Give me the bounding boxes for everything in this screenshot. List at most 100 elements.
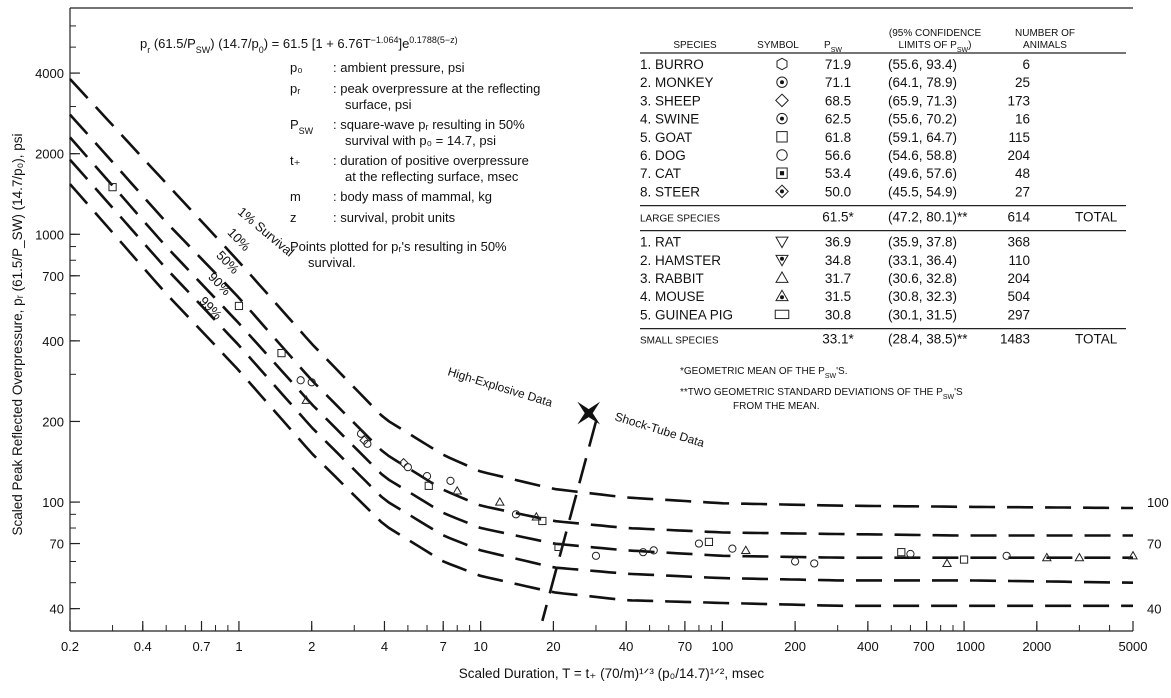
survival-curve-2 — [69, 113, 1133, 537]
symbol-shape — [638, 548, 648, 557]
table-group-ci: (28.4, 38.5)** — [888, 332, 968, 347]
y-tick-label: 70 — [50, 537, 64, 552]
symbol-shape — [897, 548, 906, 557]
data-point — [422, 472, 432, 481]
symbol-shape — [531, 511, 542, 521]
symbol-shape — [363, 439, 372, 448]
symbol-shape — [810, 559, 819, 568]
symbol-shape — [704, 537, 714, 546]
definition-text: : ambient pressure, psi — [333, 60, 465, 75]
symbol-shape — [1074, 552, 1085, 562]
table-count: 110 — [1008, 253, 1030, 268]
data-point — [296, 376, 305, 385]
symbol-shape — [1041, 552, 1052, 562]
definition-symbol: z — [290, 210, 297, 225]
table-species-name: 3. RABBIT — [640, 271, 704, 286]
table-group-name: LARGE SPECIES — [640, 214, 720, 225]
data-point — [554, 542, 563, 552]
symbol-shape — [403, 463, 412, 472]
x-axis-title: Scaled Duration, T = t₊ (70/m)¹ᐟ³ (p₀/14… — [459, 666, 765, 681]
definition-text: : peak overpressure at the reflecting — [333, 81, 540, 96]
symbol-shape — [1127, 550, 1139, 560]
x-tick-label: 5000 — [1119, 639, 1148, 654]
plot-note: survival. — [308, 255, 356, 270]
table-species-name: 4. SWINE — [640, 112, 699, 127]
definition-symbol: t₊ — [290, 153, 300, 168]
symbol-shape — [941, 558, 953, 567]
data-point — [398, 457, 409, 468]
table-ci: (30.8, 32.3) — [888, 289, 957, 304]
symbol-shape — [649, 546, 658, 555]
y-tick-label: 4000 — [35, 66, 64, 81]
data-point — [591, 551, 601, 560]
table-ci: (45.5, 54.9) — [888, 184, 957, 199]
data-point — [1002, 551, 1011, 560]
data-point — [897, 548, 906, 557]
data-point — [704, 537, 714, 546]
symbol-dot — [780, 256, 784, 261]
definition-text: : square-wave pᵣ resulting in 50% — [333, 117, 525, 132]
data-point — [234, 301, 244, 311]
symbol-shape — [776, 112, 788, 125]
definition-text: : survival, probit units — [333, 210, 456, 225]
table-group-name: SMALL SPECIES — [640, 336, 719, 347]
y-axis-title: Scaled Peak Reflected Overpressure, pᵣ (… — [10, 133, 25, 535]
table-header-ci-2: LIMITS OF PSW) — [899, 40, 972, 54]
data-point — [791, 557, 800, 566]
symbol-shape — [1002, 551, 1011, 560]
table-symbol — [776, 131, 788, 143]
table-footnote-2: **TWO GEOMETRIC STANDARD DEVIATIONS OF T… — [680, 387, 963, 401]
y-tick-label: 700 — [42, 269, 64, 284]
y-tick-label: 40 — [50, 602, 64, 617]
table-count: 6 — [1022, 57, 1030, 72]
table-species-name: 8. STEER — [640, 184, 700, 199]
symbol-shape — [554, 542, 563, 552]
table-psw: 30.8 — [825, 307, 851, 322]
symbol-shape — [775, 93, 789, 108]
y-tick-label: 1000 — [35, 227, 64, 242]
data-point — [356, 429, 366, 438]
he-st-divider — [541, 421, 598, 622]
data-point — [108, 183, 117, 192]
data-point — [446, 476, 455, 485]
table-ci: (35.9, 37.8) — [888, 235, 957, 250]
table-ci: (30.1, 31.5) — [888, 307, 957, 322]
symbol-shape — [906, 549, 915, 559]
table-symbol — [775, 184, 789, 199]
table-ci: (54.6, 58.8) — [888, 148, 957, 163]
symbol-shape — [234, 301, 244, 311]
symbol-shape — [494, 496, 505, 506]
symbol-shape — [356, 429, 366, 438]
data-point — [649, 546, 658, 555]
definition-text: : duration of positive overpressure — [333, 153, 529, 168]
x-tick-label: 100 — [712, 639, 734, 654]
y-tick-label: 2000 — [35, 147, 64, 162]
data-point — [538, 516, 547, 526]
annotation-shock-tube: Shock-Tube Data — [613, 409, 706, 450]
symbol-shape — [775, 254, 789, 267]
table-psw: 61.8 — [825, 130, 851, 145]
symbol-shape — [422, 472, 432, 481]
table-count: 173 — [1007, 93, 1030, 108]
x-tick-label: 4 — [381, 639, 388, 654]
data-point — [511, 510, 521, 519]
table-symbol — [775, 254, 789, 267]
symbol-shape — [398, 457, 409, 468]
table-group-total-label: TOTAL — [1075, 210, 1118, 225]
table-psw: 71.1 — [825, 75, 851, 90]
data-point — [740, 545, 751, 554]
table-header-psw: PSW — [824, 40, 842, 54]
symbol-shape — [591, 551, 601, 560]
data-point — [1127, 550, 1139, 560]
table-ci: (59.1, 64.7) — [888, 130, 957, 145]
y-tick-label: 400 — [42, 334, 64, 349]
symbol-shape — [775, 236, 789, 249]
definition-symbol: pᵣ — [290, 81, 300, 96]
table-count: 297 — [1007, 307, 1030, 322]
table-group-psw: 33.1* — [822, 332, 854, 347]
table-count: 504 — [1007, 289, 1030, 304]
symbol-shape — [775, 271, 789, 283]
table-group-ci: (47.2, 80.1)** — [888, 210, 968, 225]
table-group-total-label: TOTAL — [1075, 332, 1118, 347]
